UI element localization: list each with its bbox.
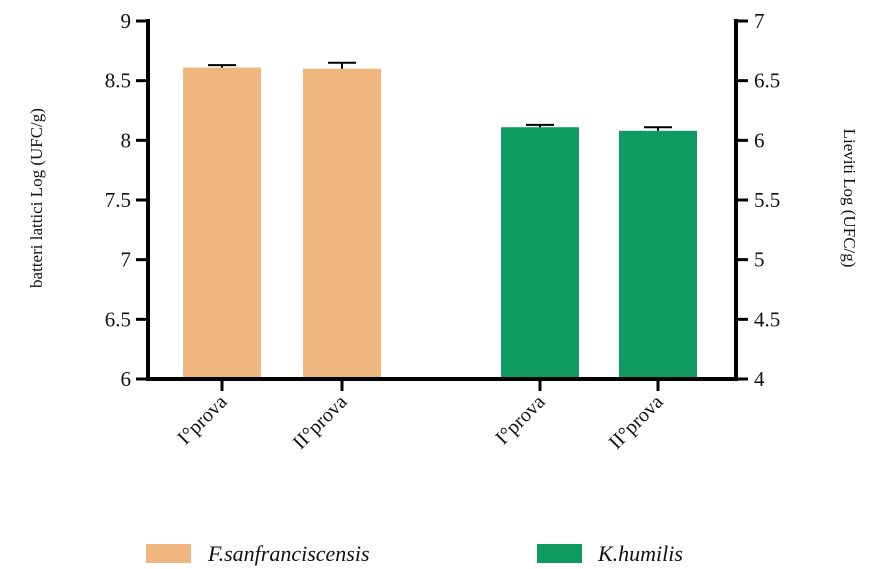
right-y-tick-label: 7	[754, 9, 765, 33]
x-category-label: I°prova	[173, 391, 231, 449]
legend-label-khumilis: K.humilis	[597, 541, 683, 566]
left-y-tick-label: 6	[121, 367, 132, 391]
right-y-axis-title: Lieviti Log (UFC/g)	[840, 129, 859, 268]
right-y-tick-label: 6.5	[754, 69, 780, 93]
x-category-label: I°prova	[491, 391, 549, 449]
bar-1-2	[303, 68, 381, 379]
right-y-tick-label: 5.5	[754, 188, 780, 212]
bar-2-1	[501, 127, 579, 379]
right-y-tick-label: 4	[754, 367, 765, 391]
legend-label-fsanfranciscensis: F.sanfranciscensis	[207, 541, 370, 566]
error-bars-layer	[208, 61, 672, 131]
legend-swatch-khumilis	[537, 544, 582, 563]
left-y-tick-label: 7.5	[105, 188, 131, 212]
right-y-tick-label: 5	[754, 248, 765, 272]
x-category-label: II°prova	[289, 391, 352, 454]
left-y-tick-label: 9	[121, 9, 132, 33]
x-category-label: II°prova	[605, 391, 668, 454]
bar-1-1	[183, 67, 261, 379]
legend: F.sanfranciscensis K.humilis	[146, 541, 683, 566]
left-y-axis-title: batteri lattici Log (UFC/g)	[27, 108, 46, 288]
left-y-tick-label: 6.5	[105, 307, 131, 331]
left-y-tick-label: 8.5	[105, 69, 131, 93]
bar-2-2	[619, 130, 697, 379]
bars-layer	[183, 67, 697, 379]
left-y-tick-label: 7	[121, 248, 132, 272]
legend-swatch-fsanfranciscensis	[146, 544, 191, 563]
right-y-tick-label: 4.5	[754, 307, 780, 331]
right-y-tick-label: 6	[754, 128, 765, 152]
left-y-tick-label: 8	[121, 128, 132, 152]
